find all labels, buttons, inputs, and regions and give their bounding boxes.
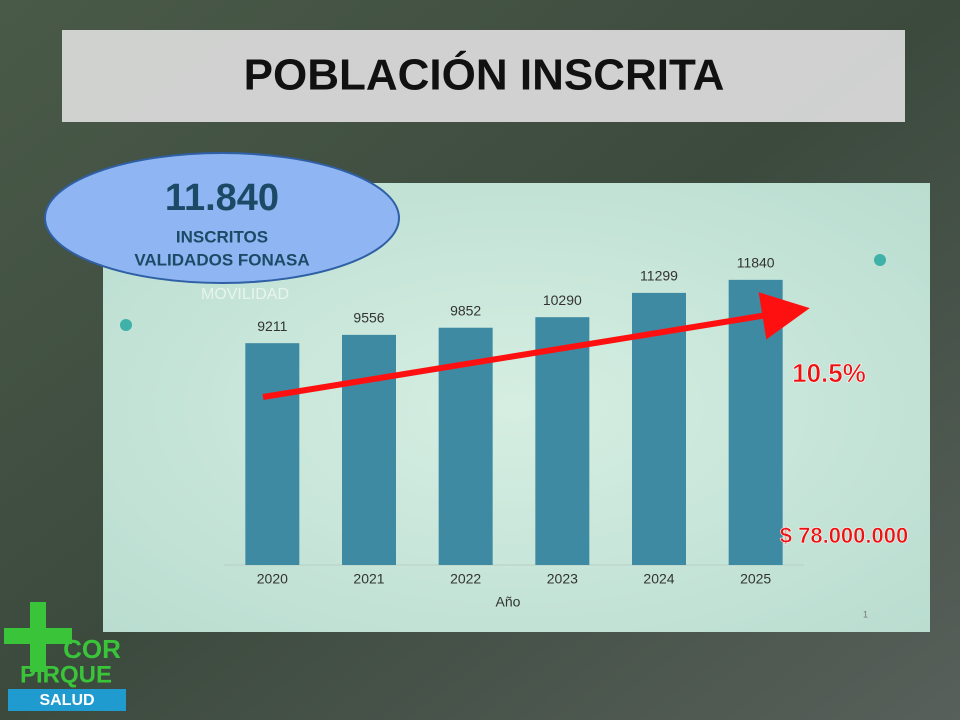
- data-label: 9852: [450, 302, 481, 318]
- growth-annotation: 10.5%: [792, 358, 866, 388]
- logo-cross: [4, 602, 72, 672]
- logo: COR PIRQUE SALUD: [4, 602, 126, 711]
- bar: [245, 343, 300, 565]
- x-tick-label: 2021: [353, 571, 384, 587]
- data-label: 11299: [640, 268, 678, 284]
- data-label: 11840: [737, 255, 775, 271]
- x-tick-label: 2023: [547, 571, 578, 587]
- bar: [342, 334, 396, 565]
- trend-arrow: [262, 292, 810, 400]
- page-number: 1: [863, 609, 868, 619]
- decor-dot: [120, 319, 132, 331]
- x-tick-label: 2025: [740, 571, 771, 587]
- logo-text: SALUD: [39, 692, 94, 709]
- title: POBLACIÓN INSCRITA: [244, 50, 725, 100]
- data-label: 10290: [543, 292, 582, 308]
- watermark: MOVILIDAD: [201, 286, 289, 303]
- amount-annotation: $ 78.000.000: [780, 523, 908, 548]
- logo-text: COR: [63, 634, 121, 664]
- highlight-bubble: [44, 152, 400, 284]
- decor-dot: [874, 254, 886, 266]
- title-band: [62, 30, 905, 122]
- highlight-value: 11.840: [165, 177, 279, 219]
- x-tick-label: 2020: [257, 571, 288, 587]
- x-tick-label: 2022: [450, 571, 481, 587]
- x-axis-label: Año: [496, 594, 521, 610]
- logo-text: PIRQUE: [20, 661, 112, 688]
- x-tick-label: 2024: [643, 571, 674, 587]
- highlight-line: VALIDADOS FONASA: [134, 250, 309, 269]
- bar: [535, 317, 590, 565]
- data-label: 9211: [257, 318, 287, 334]
- highlight-line: INSCRITOS: [176, 227, 268, 246]
- logo-band: [8, 689, 126, 711]
- data-label: 9556: [353, 310, 384, 326]
